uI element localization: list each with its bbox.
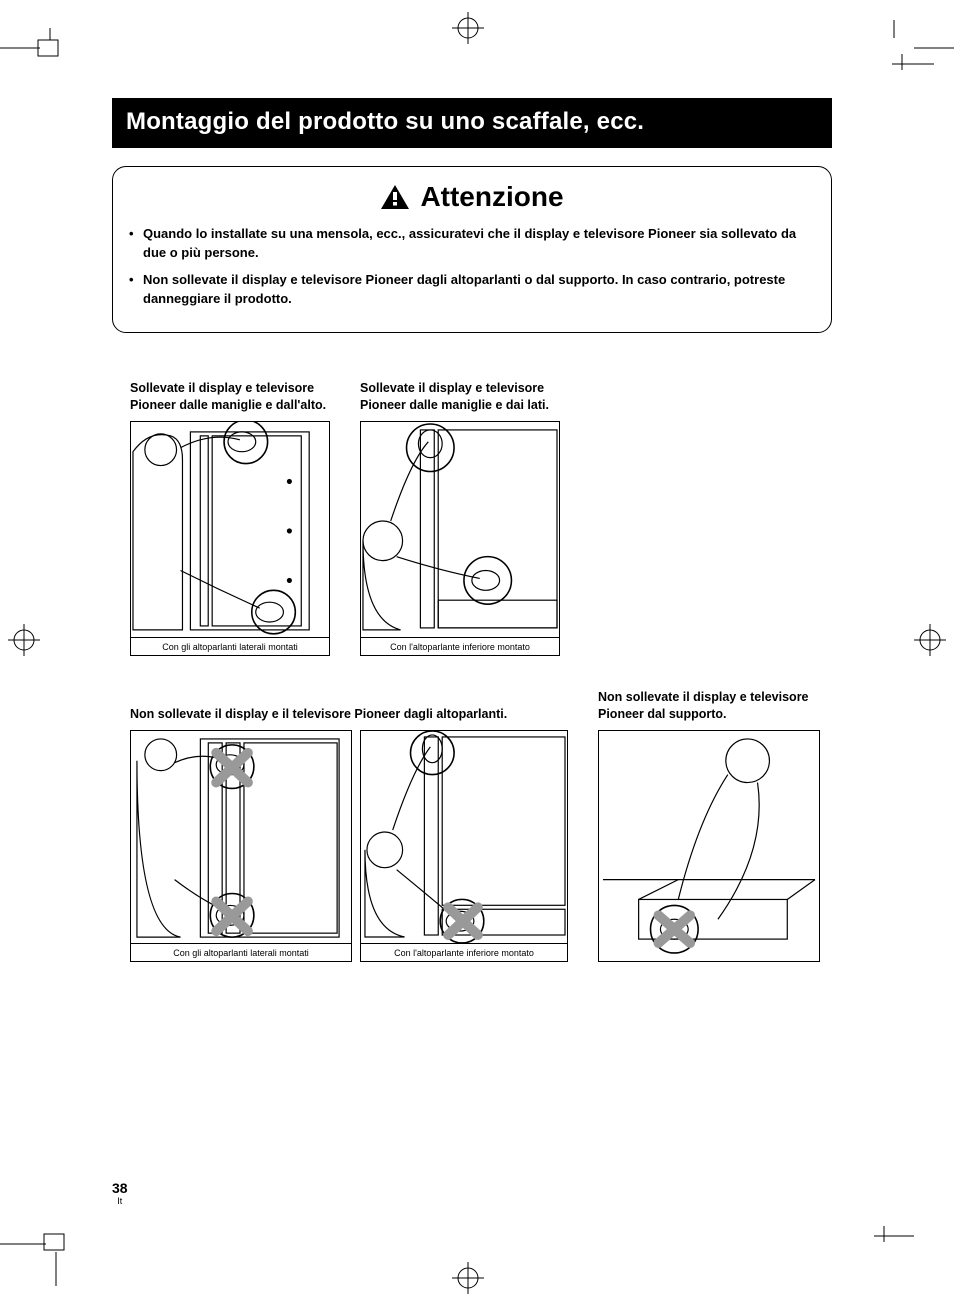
page-lang: It — [112, 1196, 128, 1206]
figure-2-box: Con l'altoparlante inferiore montato — [360, 421, 560, 656]
caution-box: Attenzione Quando lo installate su una m… — [112, 166, 832, 333]
figure-3a-box: Con gli altoparlanti laterali montati — [130, 730, 352, 962]
crop-mark-tr — [874, 20, 954, 70]
caution-header: Attenzione — [129, 181, 815, 213]
figure-1-caption: Con gli altoparlanti laterali montati — [131, 637, 329, 655]
figure-row-2: Non sollevate il display e il televisore… — [112, 686, 832, 962]
figure-2-illustration — [361, 422, 559, 655]
figure-3b-caption: Con l'altoparlante inferiore montato — [361, 943, 567, 961]
figure-3b-box: Con l'altoparlante inferiore montato — [360, 730, 568, 962]
figure-1: Sollevate il display e televisore Pionee… — [130, 361, 330, 656]
figure-row-1: Sollevate il display e televisore Pionee… — [112, 361, 832, 656]
figure-4-label: Non sollevate il display e televisore Pi… — [598, 686, 820, 722]
warning-icon — [380, 184, 410, 210]
bullet-1: Quando lo installate su una mensola, ecc… — [129, 225, 815, 263]
figure-1-box: Con gli altoparlanti laterali montati — [130, 421, 330, 656]
page-number: 38 It — [112, 1180, 128, 1206]
figure-3a-caption: Con gli altoparlanti laterali montati — [131, 943, 351, 961]
reg-mark-left — [4, 620, 44, 660]
reg-mark-right — [910, 620, 950, 660]
figure-2-caption: Con l'altoparlante inferiore montato — [361, 637, 559, 655]
figure-3a-illustration — [131, 731, 351, 961]
figure-3b-illustration — [361, 731, 567, 961]
caution-label: Attenzione — [420, 181, 563, 213]
page-number-value: 38 — [112, 1180, 128, 1196]
figure-4-box — [598, 730, 820, 962]
figure-2: Sollevate il display e televisore Pionee… — [360, 361, 560, 656]
crop-mark-br — [864, 1226, 924, 1276]
figure-4: Non sollevate il display e televisore Pi… — [598, 686, 820, 962]
bullet-2: Non sollevate il display e televisore Pi… — [129, 271, 815, 309]
figure-1-label: Sollevate il display e televisore Pionee… — [130, 361, 330, 413]
figure-1-illustration — [131, 422, 329, 655]
crop-mark-bl — [0, 1226, 80, 1286]
crop-mark-tl — [0, 28, 60, 68]
section-title: Montaggio del prodotto su uno scaffale, … — [112, 98, 832, 148]
reg-mark-bottom — [448, 1258, 488, 1298]
figure-2-label: Sollevate il display e televisore Pionee… — [360, 361, 560, 413]
figure-3: Non sollevate il display e il televisore… — [130, 686, 580, 962]
page-content: Montaggio del prodotto su uno scaffale, … — [112, 98, 832, 962]
reg-mark-top — [448, 8, 488, 48]
figure-3-label: Non sollevate il display e il televisore… — [130, 686, 580, 722]
caution-bullets: Quando lo installate su una mensola, ecc… — [129, 225, 815, 308]
figure-4-illustration — [599, 731, 819, 961]
